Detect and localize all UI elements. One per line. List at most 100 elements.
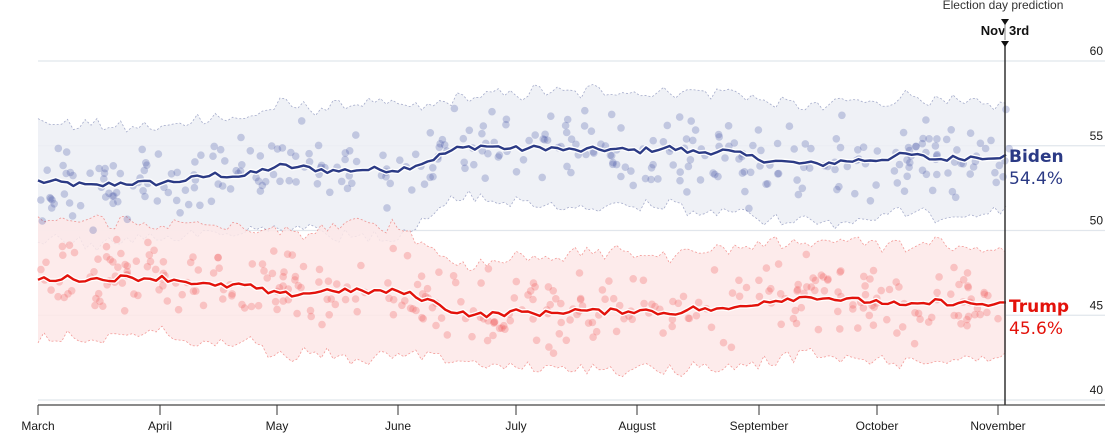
trump-poll-dot — [498, 324, 506, 332]
trump-poll-dot — [37, 265, 45, 274]
biden-poll-dot — [343, 184, 352, 193]
biden-poll-dot — [919, 134, 927, 143]
biden-poll-dot — [563, 115, 572, 124]
trump-poll-dot — [389, 244, 398, 253]
biden-poll-dot — [252, 173, 260, 182]
x-tick-label: July — [505, 419, 526, 433]
trump-poll-dot — [584, 319, 593, 327]
biden-poll-dot — [790, 145, 798, 153]
biden-poll-dot — [738, 169, 747, 177]
biden-poll-dot — [933, 135, 941, 143]
trump-poll-dot — [199, 301, 208, 310]
biden-poll-dot — [66, 168, 75, 177]
biden-poll-dot — [904, 143, 913, 152]
trump-poll-dot — [605, 277, 613, 285]
trump-poll-dot — [409, 305, 417, 313]
trump-band-upper — [37, 214, 1007, 272]
biden-poll-dot — [567, 135, 576, 143]
trump-poll-dot — [820, 287, 829, 295]
biden-poll-dot — [627, 167, 635, 175]
biden-poll-dot — [912, 142, 920, 151]
biden-poll-dot — [62, 169, 70, 178]
biden-poll-dot — [143, 161, 151, 169]
trump-poll-dot — [598, 286, 607, 294]
trump-poll-dot — [67, 287, 76, 295]
trump-poll-dot — [532, 336, 541, 345]
trump-poll-dot — [214, 253, 222, 262]
trump-poll-dot — [877, 286, 885, 295]
biden-poll-dot — [154, 150, 163, 158]
biden-poll-dot — [348, 179, 356, 188]
trump-poll-dot — [307, 312, 316, 321]
trump-poll-dot — [893, 329, 901, 337]
trump-poll-dot — [219, 295, 227, 303]
trump-poll-dot — [639, 276, 648, 285]
trump-poll-dot — [510, 294, 519, 302]
trump-poll-dot — [423, 284, 432, 293]
trump-poll-dot — [959, 276, 968, 284]
biden-poll-dot — [831, 165, 839, 174]
trump-poll-dot — [145, 251, 154, 259]
trump-poll-dot — [240, 304, 249, 312]
trump-poll-dot — [735, 276, 743, 285]
trump-poll-dot — [575, 269, 584, 277]
biden-poll-dot — [691, 126, 700, 134]
trump-poll-dot — [64, 290, 72, 298]
biden-poll-dot — [649, 136, 657, 145]
biden-poll-dot — [237, 133, 245, 142]
trump-poll-dot — [506, 316, 515, 325]
biden-poll-dot — [724, 122, 733, 130]
x-tick-label: March — [21, 419, 54, 433]
trump-poll-dot — [109, 258, 117, 266]
biden-poll-dot — [436, 140, 445, 148]
trump-poll-dot — [854, 324, 862, 332]
biden-poll-dot — [563, 162, 571, 171]
trump-poll-dot — [531, 283, 539, 291]
biden-poll-dot — [676, 176, 684, 185]
trump-poll-dot — [270, 247, 278, 255]
biden-poll-dot — [139, 187, 147, 195]
trump-poll-dot — [807, 283, 816, 291]
trump-poll-dot — [121, 260, 129, 269]
trump-poll-dot — [742, 283, 751, 292]
biden-poll-dot — [912, 142, 920, 151]
biden-poll-dot — [709, 169, 717, 177]
biden-poll-dot — [429, 164, 437, 172]
biden-poll-dot — [607, 110, 616, 119]
biden-poll-dot — [435, 143, 444, 152]
trump-poll-dot — [114, 263, 122, 272]
trump-poll-dot — [557, 299, 565, 308]
biden-poll-dot — [597, 140, 605, 148]
trump-poll-dot — [293, 309, 301, 318]
trump-poll-dot — [963, 269, 972, 277]
biden-poll-dot — [903, 156, 911, 164]
trump-poll-dot — [789, 314, 798, 323]
biden-poll-dot — [254, 177, 263, 185]
biden-poll-dot — [794, 190, 803, 199]
biden-poll-dot — [749, 141, 757, 150]
trump-poll-dot — [291, 276, 299, 284]
biden-poll-dot — [89, 226, 97, 234]
trump-poll-dot — [215, 264, 223, 273]
biden-poll-dot — [669, 161, 677, 169]
trump-poll-dot — [117, 249, 125, 258]
trump-poll-dot — [151, 265, 160, 274]
trump-poll-dot — [94, 255, 102, 263]
trump-value: 45.6% — [1009, 319, 1063, 339]
trump-trend-line — [37, 274, 1006, 319]
biden-poll-dot — [873, 147, 882, 155]
biden-poll-dot — [833, 185, 841, 194]
biden-poll-dot — [502, 120, 510, 129]
trump-poll-dot — [834, 307, 842, 316]
biden-poll-dot — [440, 141, 449, 149]
biden-poll-dot — [383, 204, 391, 212]
biden-poll-dot — [714, 172, 722, 181]
prediction-title: Election day prediction — [943, 0, 1064, 12]
trump-poll-dot — [791, 306, 800, 315]
trump-poll-dot — [927, 313, 936, 322]
biden-poll-dot — [261, 177, 270, 186]
biden-poll-dot — [843, 162, 852, 171]
biden-poll-dot — [38, 217, 47, 225]
biden-poll-dot — [969, 163, 978, 171]
